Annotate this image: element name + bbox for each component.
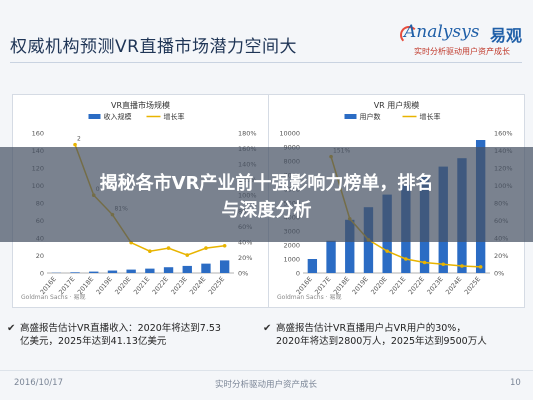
bar — [70, 272, 80, 273]
x-tick-label: 2025E — [207, 275, 226, 296]
x-tick-label: 2017E — [313, 275, 332, 296]
growth-point — [204, 246, 208, 250]
bar — [126, 269, 136, 273]
bar — [307, 259, 318, 273]
y-tick-label: 0 — [40, 270, 44, 278]
y-tick-label: 0 — [296, 270, 300, 278]
legend-label: 增长率 — [164, 112, 185, 121]
footer-divider — [0, 370, 533, 371]
footer-center-text: 实时分析驱动用户资产成长 — [215, 380, 318, 390]
x-tick-label: 2023E — [425, 275, 444, 296]
growth-point — [166, 246, 171, 250]
x-tick-label: 2016E — [38, 275, 57, 296]
note-revenue-line-2: 亿美元，2025年达到41.13亿美元 — [20, 336, 167, 347]
logo-cn-text: 易观 — [490, 26, 523, 45]
x-tick-label: 2024E — [444, 275, 463, 296]
y2-tick-label: 20% — [238, 254, 252, 262]
growth-point — [385, 249, 389, 253]
growth-point — [404, 257, 408, 261]
note-users-line-2: 2020年将达到2800万人，2025年达到9500万人 — [276, 336, 487, 347]
note-users-line-1: 高盛报告估计VR直播用户占VR用户的30%， — [276, 323, 466, 334]
checkmark-icon: ✔ — [7, 323, 16, 334]
x-tick-label: 2016E — [294, 275, 313, 296]
x-tick-label: 2023E — [169, 275, 188, 296]
x-tick-label: 2024E — [188, 275, 207, 296]
note-revenue: ✔ 高盛报告估计VR直播收入：2020年将达到7.53 亿美元，2025年达到4… — [7, 322, 260, 348]
bar — [107, 270, 118, 273]
chart-source: Goldman Sachs · 易观 — [21, 294, 85, 301]
bar — [201, 263, 211, 273]
headline-line-2: 与深度分析 — [221, 200, 312, 221]
legend-label: 增长率 — [420, 112, 441, 121]
footer-date: 2016/10/17 — [14, 378, 63, 388]
bar — [345, 219, 355, 273]
legend-swatch-bar — [88, 114, 101, 119]
y2-tick-label: 160% — [494, 130, 513, 138]
y2-tick-label: 20% — [494, 252, 508, 260]
data-label: 2 — [77, 136, 81, 143]
growth-point — [185, 253, 190, 257]
y-tick-label: 10000 — [279, 130, 300, 138]
x-tick-label: 2020E — [369, 275, 388, 296]
bar — [163, 267, 174, 273]
logo-tagline: 实时分析驱动用户资产成长 — [414, 47, 510, 56]
x-tick-label: 2021E — [132, 275, 151, 296]
growth-point — [478, 265, 483, 269]
y2-tick-label: 40% — [238, 238, 252, 246]
note-users: ✔ 高盛报告估计VR直播用户占VR用户的30%， 2020年将达到2800万人，… — [263, 322, 526, 348]
y2-tick-label: 0% — [494, 270, 504, 278]
x-tick-label: 2019E — [351, 275, 370, 296]
x-tick-label: 2018E — [332, 275, 351, 296]
bar — [89, 271, 99, 273]
x-tick-label: 2022E — [407, 275, 426, 296]
legend-swatch-bar — [344, 114, 357, 119]
growth-point — [148, 249, 152, 254]
y2-tick-label: 0% — [238, 270, 248, 278]
logo-brand-text: Analysys — [404, 22, 480, 42]
headline-line-1: 揭秘各市VR产业前十强影响力榜单，排名 — [99, 173, 434, 194]
legend-label: 用户数 — [360, 112, 381, 121]
checkmark-icon: ✔ — [263, 323, 272, 334]
growth-point — [73, 142, 77, 147]
growth-point — [441, 262, 446, 267]
note-revenue-line-1: 高盛报告估计VR直播收入：2020年将达到7.53 — [20, 323, 221, 334]
bar — [145, 268, 155, 273]
brand-logo: Analysys 易观 实时分析驱动用户资产成长 — [400, 22, 524, 62]
page-number: 10 — [510, 378, 521, 388]
x-tick-label: 2022E — [151, 275, 170, 296]
chart-source: Goldman Sachs · 易观 — [277, 294, 341, 301]
y-tick-label: 1000 — [283, 256, 300, 264]
logo-swoosh-icon — [400, 26, 418, 44]
chart-title: VR 用户规模 — [374, 100, 420, 110]
y-tick-label: 20 — [36, 252, 44, 260]
y-tick-label: 160 — [32, 130, 44, 138]
title-divider — [10, 62, 522, 63]
chart-title: VR直播市场规模 — [111, 100, 170, 110]
x-tick-label: 2019E — [95, 275, 114, 296]
x-tick-label: 2020E — [113, 275, 132, 296]
x-tick-label: 2025E — [463, 275, 482, 296]
bar — [326, 240, 336, 273]
growth-point — [222, 243, 227, 248]
x-tick-label: 2017E — [57, 275, 76, 296]
legend-label: 收入规模 — [104, 112, 132, 121]
growth-point — [422, 260, 427, 265]
y-tick-label: 2000 — [283, 242, 300, 250]
x-tick-label: 2018E — [76, 275, 95, 296]
bar — [182, 265, 192, 273]
bar — [219, 260, 230, 273]
x-tick-label: 2021E — [388, 275, 407, 296]
y2-tick-label: 180% — [238, 130, 257, 138]
growth-point — [460, 264, 464, 268]
headline-banner — [0, 147, 533, 242]
page-title: 权威机构预测VR直播市场潜力空间大 — [10, 37, 297, 57]
headline-text: 揭秘各市VR产业前十强影响力榜单，排名 与深度分析 — [0, 170, 533, 224]
